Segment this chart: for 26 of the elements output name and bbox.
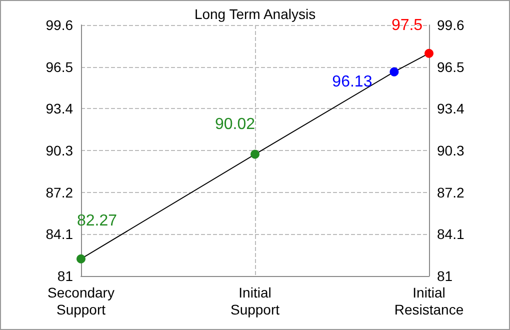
x-tick-label: Initial Resistance — [394, 284, 464, 318]
y2-tick-label: 99.6 — [437, 17, 464, 33]
y-tick-label: 90.3 — [46, 142, 74, 158]
point — [250, 150, 260, 159]
chart-title: Long Term Analysis — [194, 6, 316, 22]
y2-tick-label: 81 — [437, 268, 453, 284]
point — [390, 67, 399, 76]
y2-tick-label: 96.5 — [437, 58, 464, 75]
y2-tick-label: 90.3 — [437, 142, 464, 158]
data-label: 96.13 — [332, 73, 372, 90]
data-label: 97.5 — [391, 16, 423, 34]
point — [76, 254, 86, 264]
data-label: 82.27 — [76, 212, 118, 230]
point — [424, 48, 434, 58]
y2-tick-label: 87.2 — [437, 184, 464, 200]
y2-tick-label: 84.1 — [437, 226, 464, 242]
data-label: 90.02 — [214, 116, 256, 133]
y-tick-label: 87.2 — [46, 184, 74, 200]
y-tick-label: 81 — [57, 268, 74, 284]
y2-tick-label: 93.4 — [437, 100, 464, 117]
x-tick-label: Initial Support — [230, 284, 280, 318]
y-tick-label: 96.5 — [46, 58, 74, 75]
x-tick-label: Secondary Support — [48, 284, 114, 318]
y-tick-label: 93.4 — [46, 100, 74, 117]
y-tick-label: 84.1 — [46, 226, 74, 242]
y-tick-label: 99.6 — [46, 17, 74, 33]
